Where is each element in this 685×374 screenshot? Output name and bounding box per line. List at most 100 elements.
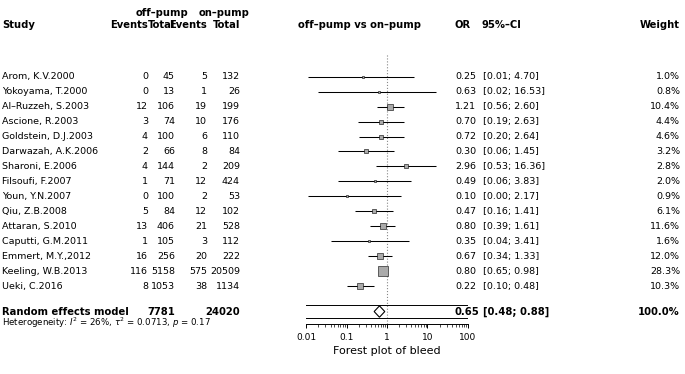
Text: 0: 0 (142, 72, 148, 81)
Text: 4: 4 (142, 132, 148, 141)
Text: 0.67: 0.67 (455, 252, 476, 261)
Text: [0.01; 4.70]: [0.01; 4.70] (483, 72, 539, 81)
Text: Goldstein, D.J.2003: Goldstein, D.J.2003 (2, 132, 93, 141)
Text: Yokoyama, T.2000: Yokoyama, T.2000 (2, 87, 88, 96)
Text: Keeling, W.B.2013: Keeling, W.B.2013 (2, 267, 88, 276)
Text: 112: 112 (222, 237, 240, 246)
Text: Attaran, S.2010: Attaran, S.2010 (2, 222, 77, 231)
Text: 26: 26 (228, 87, 240, 96)
Text: 1134: 1134 (216, 282, 240, 291)
Text: 12: 12 (195, 177, 207, 186)
Text: 2.96: 2.96 (455, 162, 476, 171)
Text: 1053: 1053 (151, 282, 175, 291)
Text: 100.0%: 100.0% (638, 307, 680, 316)
Text: 95%–CI: 95%–CI (481, 20, 521, 30)
Text: 116: 116 (130, 267, 148, 276)
Text: 84: 84 (228, 147, 240, 156)
Text: 0.47: 0.47 (455, 207, 476, 216)
Text: [0.06; 3.83]: [0.06; 3.83] (483, 177, 539, 186)
Text: 2: 2 (142, 147, 148, 156)
Text: 6: 6 (201, 132, 207, 141)
Text: 106: 106 (157, 102, 175, 111)
Text: [0.56; 2.60]: [0.56; 2.60] (483, 102, 539, 111)
Text: 1.0%: 1.0% (656, 72, 680, 81)
Text: 424: 424 (222, 177, 240, 186)
Text: 1.21: 1.21 (455, 102, 476, 111)
Text: 1.6%: 1.6% (656, 237, 680, 246)
Text: Filsoufi, F.2007: Filsoufi, F.2007 (2, 177, 71, 186)
Text: Emmert, M.Y.,2012: Emmert, M.Y.,2012 (2, 252, 91, 261)
Text: 110: 110 (222, 132, 240, 141)
Text: 13: 13 (136, 222, 148, 231)
Text: 10.4%: 10.4% (650, 102, 680, 111)
Text: Qiu, Z.B.2008: Qiu, Z.B.2008 (2, 207, 67, 216)
Text: Ascione, R.2003: Ascione, R.2003 (2, 117, 78, 126)
Text: 66: 66 (163, 147, 175, 156)
Text: 8: 8 (142, 282, 148, 291)
Text: [0.00; 2.17]: [0.00; 2.17] (483, 192, 539, 201)
Text: 105: 105 (157, 237, 175, 246)
Text: [0.65; 0.98]: [0.65; 0.98] (483, 267, 539, 276)
Text: Ueki, C.2016: Ueki, C.2016 (2, 282, 62, 291)
Text: Heterogeneity: $\mathit{I}^2$ = 26%, $\tau^2$ = 0.0713, $\mathit{p}$ = 0.17: Heterogeneity: $\mathit{I}^2$ = 26%, $\t… (2, 316, 211, 330)
Text: 5158: 5158 (151, 267, 175, 276)
Text: 7781: 7781 (147, 307, 175, 316)
Text: [0.39; 1.61]: [0.39; 1.61] (483, 222, 539, 231)
Text: 20509: 20509 (210, 267, 240, 276)
Text: 102: 102 (222, 207, 240, 216)
Text: [0.48; 0.88]: [0.48; 0.88] (483, 306, 549, 317)
Text: 12: 12 (195, 207, 207, 216)
Text: 4.6%: 4.6% (656, 132, 680, 141)
Text: 0: 0 (142, 87, 148, 96)
Text: 3: 3 (201, 237, 207, 246)
Text: 0.10: 0.10 (455, 192, 476, 201)
Text: 1: 1 (142, 177, 148, 186)
Text: 19: 19 (195, 102, 207, 111)
Text: 12: 12 (136, 102, 148, 111)
Text: 2.0%: 2.0% (656, 177, 680, 186)
Text: off–pump: off–pump (136, 8, 188, 18)
Text: Al–Ruzzeh, S.2003: Al–Ruzzeh, S.2003 (2, 102, 89, 111)
Text: 0.22: 0.22 (455, 282, 476, 291)
X-axis label: Forest plot of bleed: Forest plot of bleed (333, 346, 441, 356)
Text: 71: 71 (163, 177, 175, 186)
Text: 2: 2 (201, 162, 207, 171)
Text: 132: 132 (222, 72, 240, 81)
Text: 4.4%: 4.4% (656, 117, 680, 126)
Text: Sharoni, E.2006: Sharoni, E.2006 (2, 162, 77, 171)
Text: [0.10; 0.48]: [0.10; 0.48] (483, 282, 539, 291)
Text: 209: 209 (222, 162, 240, 171)
Text: 4: 4 (142, 162, 148, 171)
Text: 3: 3 (142, 117, 148, 126)
Text: 256: 256 (157, 252, 175, 261)
Text: [0.20; 2.64]: [0.20; 2.64] (483, 132, 539, 141)
Text: 53: 53 (228, 192, 240, 201)
Text: 0.9%: 0.9% (656, 192, 680, 201)
Text: 0.65: 0.65 (455, 307, 480, 316)
Text: 406: 406 (157, 222, 175, 231)
Text: 199: 199 (222, 102, 240, 111)
Text: on–pump: on–pump (199, 8, 249, 18)
Text: 528: 528 (222, 222, 240, 231)
Text: 100: 100 (157, 132, 175, 141)
Text: 6.1%: 6.1% (656, 207, 680, 216)
Text: Youn, Y.N.2007: Youn, Y.N.2007 (2, 192, 71, 201)
Text: off–pump vs on–pump: off–pump vs on–pump (299, 20, 421, 30)
Text: 0.80: 0.80 (455, 222, 476, 231)
Text: 0.63: 0.63 (455, 87, 476, 96)
Text: 8: 8 (201, 147, 207, 156)
Text: 5: 5 (142, 207, 148, 216)
Text: Arom, K.V.2000: Arom, K.V.2000 (2, 72, 75, 81)
Text: 0: 0 (142, 192, 148, 201)
Text: 0.25: 0.25 (455, 72, 476, 81)
Text: 0.8%: 0.8% (656, 87, 680, 96)
Text: 3.2%: 3.2% (656, 147, 680, 156)
Text: 0.70: 0.70 (455, 117, 476, 126)
Text: [0.06; 1.45]: [0.06; 1.45] (483, 147, 539, 156)
Text: Study: Study (2, 20, 35, 30)
Text: 144: 144 (157, 162, 175, 171)
Text: Total: Total (212, 20, 240, 30)
Text: 45: 45 (163, 72, 175, 81)
Text: [0.34; 1.33]: [0.34; 1.33] (483, 252, 539, 261)
Text: 222: 222 (222, 252, 240, 261)
